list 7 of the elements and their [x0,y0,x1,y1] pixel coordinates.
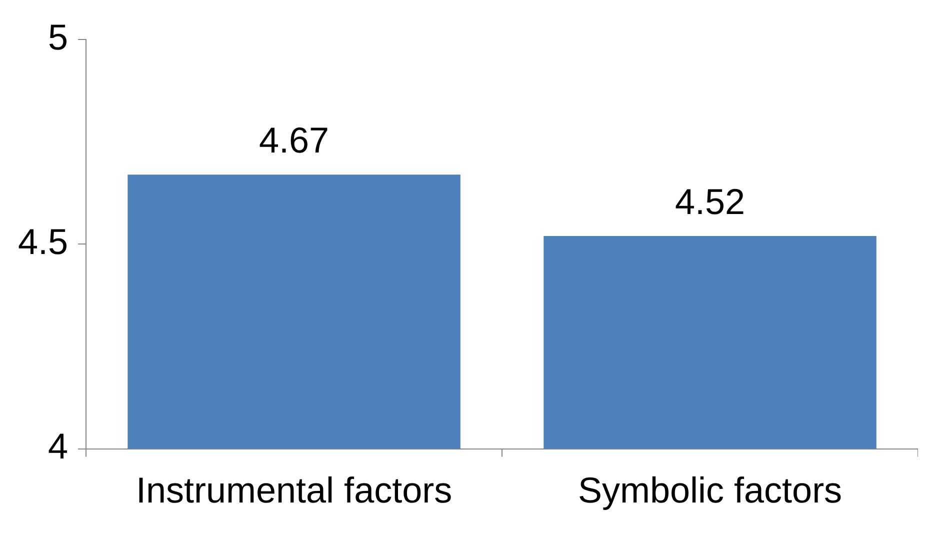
data-label: 4.67 [258,120,330,161]
data-label: 4.52 [674,180,746,222]
y-tick-label: 4.5 [18,221,68,262]
y-tick-label: 5 [48,16,68,58]
y-tick-label: 4 [48,426,68,467]
x-tick-label: Symbolic factors [578,469,842,510]
x-tick-label: Instrumental factors [136,469,452,510]
